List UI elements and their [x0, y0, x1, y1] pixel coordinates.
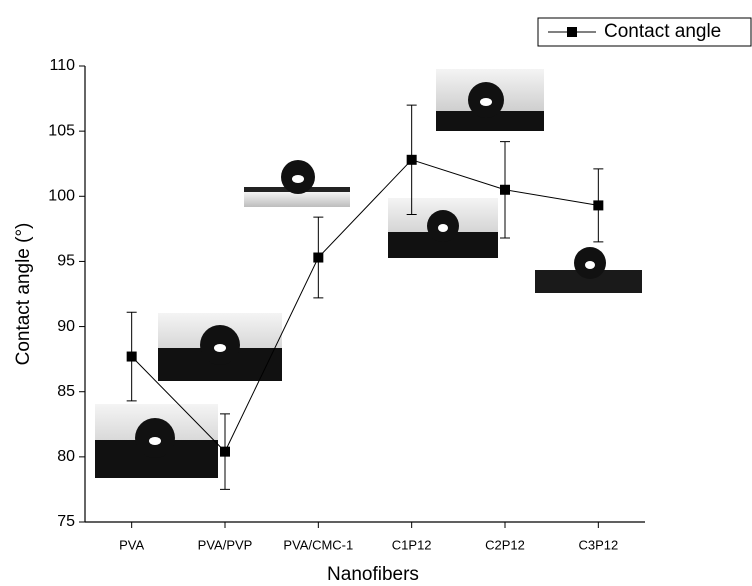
x-tick-label: PVA/PVP	[198, 537, 253, 552]
droplet-image	[388, 198, 498, 258]
droplet-images	[95, 69, 642, 478]
data-point	[220, 447, 230, 457]
y-tick-label: 85	[57, 383, 75, 400]
y-tick-label: 100	[48, 188, 75, 205]
chart: Nanofibers Contact angle (°) Contact ang…	[0, 0, 752, 586]
y-tick-label: 80	[57, 448, 75, 465]
y-tick-label: 110	[49, 57, 75, 74]
x-tick-label: PVA/CMC-1	[283, 537, 353, 552]
x-tick-label: C3P12	[578, 537, 618, 552]
droplet-image	[95, 404, 218, 478]
data-point	[500, 185, 510, 195]
y-tick-label: 105	[48, 122, 75, 139]
droplet-image	[244, 160, 350, 207]
y-axis-title: Contact angle (°)	[13, 223, 34, 366]
x-tick-label: PVA	[119, 537, 144, 552]
x-tick-label: C2P12	[485, 537, 525, 552]
legend-marker	[567, 27, 577, 37]
data-point	[407, 155, 417, 165]
x-axis-title: Nanofibers	[327, 564, 419, 585]
data-point	[313, 253, 323, 263]
droplet-image	[535, 243, 642, 293]
y-tick-label: 75	[57, 513, 75, 530]
y-tick-label: 95	[57, 253, 75, 270]
data-point	[127, 352, 137, 362]
droplet-image	[436, 69, 544, 131]
legend-label: Contact angle	[604, 21, 721, 42]
x-tick-label: C1P12	[392, 537, 432, 552]
data-point	[593, 200, 603, 210]
y-tick-label: 90	[57, 318, 75, 335]
